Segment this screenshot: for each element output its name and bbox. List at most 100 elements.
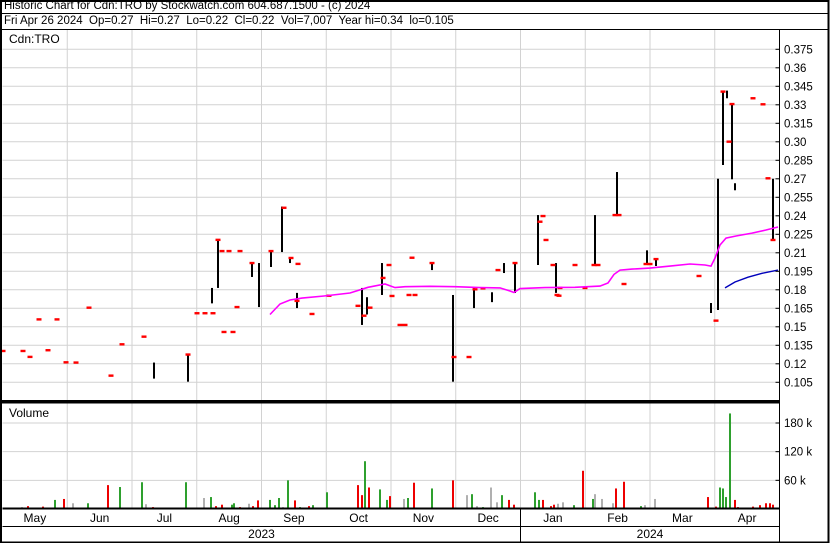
close-mark <box>495 268 501 272</box>
close-mark <box>713 319 719 322</box>
trend-line <box>724 269 779 289</box>
volume-bar <box>379 489 381 509</box>
price-tick-label: 0.24 <box>784 211 807 223</box>
close-mark <box>653 257 659 261</box>
volume-bar <box>612 503 614 509</box>
close-mark <box>219 249 225 253</box>
close-mark <box>472 288 478 291</box>
volume-bar <box>274 505 276 509</box>
close-mark <box>770 238 776 242</box>
close-mark <box>556 294 562 297</box>
close-mark <box>647 262 653 266</box>
volume-bar <box>257 500 259 509</box>
volume-bar <box>357 485 359 509</box>
month-label: Sep <box>283 511 305 525</box>
close-mark <box>582 286 588 290</box>
close-mark <box>0 349 6 353</box>
volume-bar <box>538 499 540 509</box>
close-mark <box>537 220 543 223</box>
close-mark <box>591 263 597 267</box>
moving-average-path <box>269 226 779 316</box>
pane-separator <box>2 400 780 404</box>
close-mark <box>540 214 546 218</box>
volume-bar <box>389 496 391 509</box>
volume-bar <box>312 505 314 509</box>
volume-bar <box>278 498 280 509</box>
volume-bar <box>269 499 271 509</box>
month-label: Feb <box>607 511 628 525</box>
close-mark <box>386 263 392 267</box>
close-mark <box>295 262 301 266</box>
price-tick-label: 0.27 <box>784 174 806 186</box>
price-tick-label: 0.225 <box>784 229 813 241</box>
volume-bar <box>403 498 405 509</box>
price-tick-label: 0.195 <box>784 266 813 278</box>
close-mark <box>380 276 386 280</box>
price-tick-label: 0.135 <box>784 340 813 352</box>
volume-bar <box>722 488 724 509</box>
close-mark <box>221 330 227 334</box>
grid-layer <box>2 29 780 509</box>
volume-bar <box>231 504 233 509</box>
close-mark <box>194 312 200 315</box>
volume-bar <box>707 497 709 509</box>
volume-bar <box>654 498 656 509</box>
volume-bar <box>233 503 235 509</box>
volume-bar <box>562 502 564 509</box>
price-tick-label: 0.36 <box>784 63 806 75</box>
close-mark <box>288 256 294 260</box>
volume-tick-label: 120 k <box>784 447 812 459</box>
close-mark <box>27 355 33 359</box>
close-mark <box>760 103 766 106</box>
close-mark <box>226 249 232 253</box>
month-label: Mar <box>672 511 693 525</box>
volume-bar <box>386 499 388 509</box>
close-mark <box>119 343 125 346</box>
close-mark <box>294 299 300 303</box>
volume-bar <box>725 497 727 509</box>
close-mark <box>20 349 26 353</box>
volume-bar <box>141 482 143 509</box>
volume-bar <box>364 461 366 509</box>
volume-bar <box>413 482 415 509</box>
close-mark <box>409 256 415 259</box>
volume-bar <box>431 488 433 509</box>
month-label: Jun <box>90 511 109 525</box>
moving-average-line <box>269 226 779 316</box>
volume-bar <box>54 499 56 509</box>
volume-bar <box>582 470 584 509</box>
month-label: Nov <box>413 511 434 525</box>
close-mark <box>73 361 79 364</box>
volume-bar <box>573 505 575 509</box>
close-mark <box>397 323 403 327</box>
month-label: Oct <box>349 511 368 525</box>
year-label: 2023 <box>248 527 275 541</box>
price-tick-label: 0.30 <box>784 137 806 149</box>
price-pane-label: Cdn:TRO <box>9 32 60 46</box>
close-mark <box>237 249 243 253</box>
close-mark <box>63 361 69 364</box>
volume-bar <box>508 499 510 509</box>
close-mark <box>45 349 51 352</box>
close-mark <box>726 140 732 143</box>
month-label: Jul <box>157 511 172 525</box>
chart-title-line: Historic Chart for Cdn:TRO by Stockwatch… <box>4 0 371 12</box>
close-mark <box>249 261 255 265</box>
close-mark <box>402 323 408 327</box>
close-mark <box>230 330 236 334</box>
close-mark <box>621 282 627 286</box>
close-mark <box>309 312 315 316</box>
volume-bar <box>513 504 515 509</box>
close-mark <box>86 306 92 309</box>
close-mark <box>466 355 472 359</box>
volume-bar <box>734 499 736 509</box>
close-mark <box>765 177 771 180</box>
volume-bar <box>119 487 121 509</box>
close-mark <box>202 312 208 315</box>
close-mark <box>595 263 601 267</box>
close-mark <box>729 102 735 106</box>
price-tick-label: 0.165 <box>784 303 813 315</box>
volume-bar <box>221 504 223 509</box>
close-mark <box>451 355 457 359</box>
